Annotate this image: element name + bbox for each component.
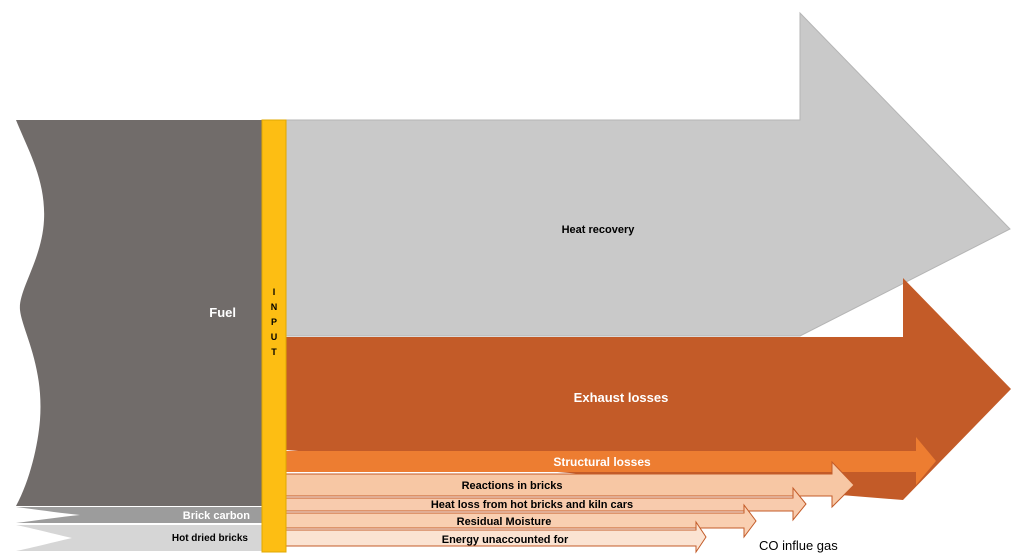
reactions-in-bricks-arrow [285,460,855,509]
hot-dried-bricks-input-flow [16,525,262,551]
hot-dried-bricks-label: Hot dried bricks [172,533,249,544]
input-letter-n: N [271,302,278,312]
input-letter-t: T [271,347,277,357]
reactions-in-bricks-label: Reactions in bricks [462,480,563,492]
fuel-label: Fuel [209,305,236,320]
residual-moisture-arrow [285,503,757,539]
input-letter-u: U [271,332,278,342]
heat-loss-bricks-kiln-cars-arrow [285,486,807,522]
exhaust-losses-label: Exhaust losses [574,390,669,405]
heat-recovery-arrow [285,11,1011,337]
exhaust-losses-body-fix [286,337,903,450]
brick-carbon-label: Brick carbon [183,510,251,522]
energy-unaccounted-label: Energy unaccounted for [442,534,569,546]
input-letter-i: I [273,287,276,297]
energy-unaccounted-arrow [285,520,707,554]
fuel-input-flow [16,120,262,506]
heat-loss-bricks-kiln-cars-label: Heat loss from hot bricks and kiln cars [431,499,633,511]
brick-carbon-input-flow [16,507,262,523]
input-bar [261,119,287,553]
input-letter-p: P [271,317,277,327]
co-influe-gas-label: CO influe gas [759,538,838,553]
structural-losses-arrow [286,437,936,485]
structural-losses-label: Structural losses [553,455,651,469]
heat-recovery-label: Heat recovery [562,224,636,236]
residual-moisture-label: Residual Moisture [457,516,552,528]
